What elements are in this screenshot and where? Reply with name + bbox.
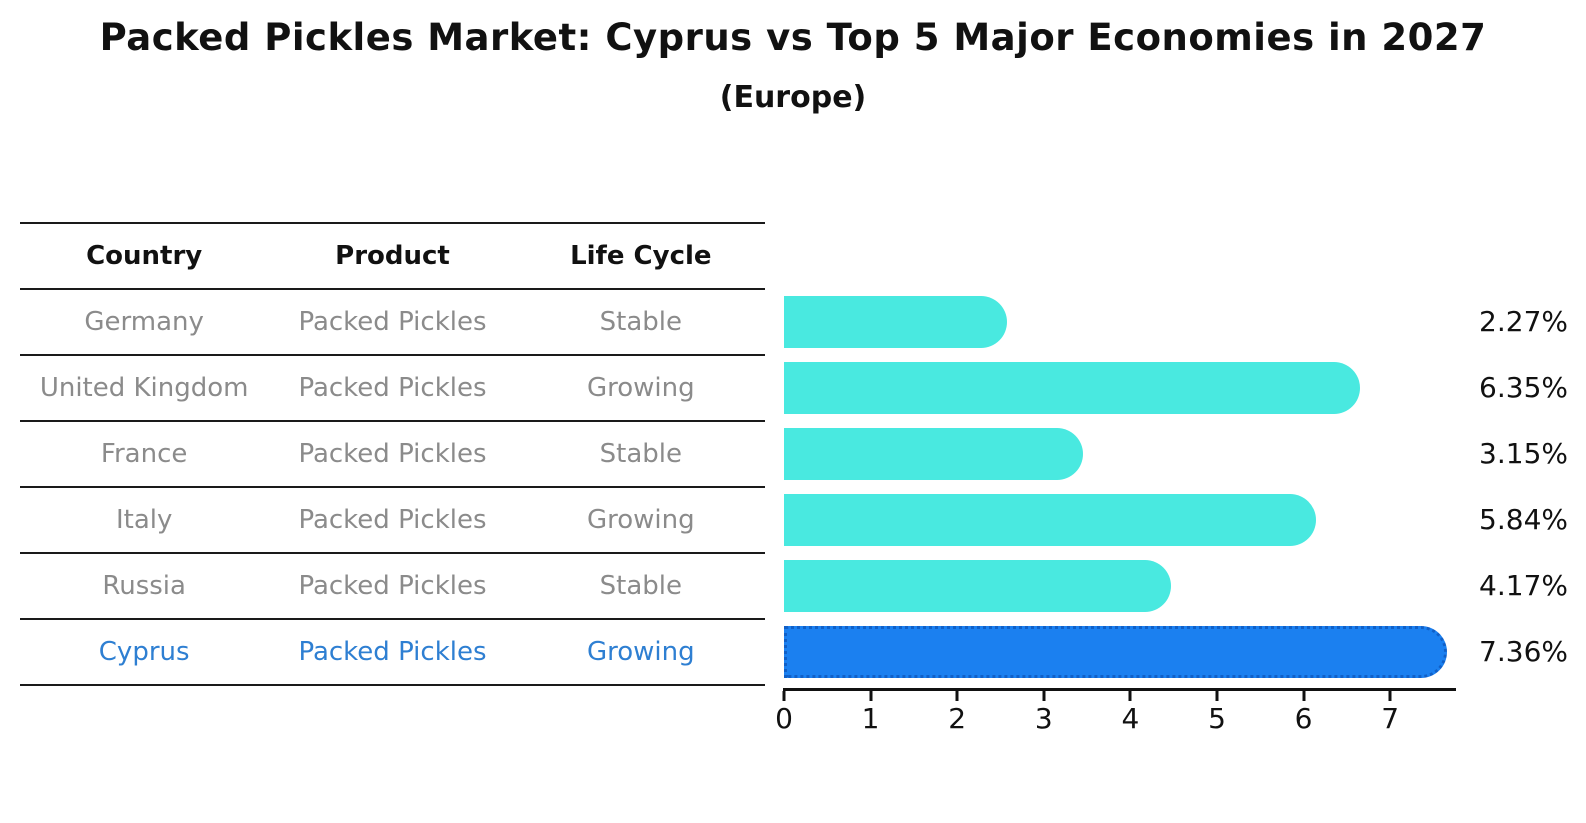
cell-product: Packed Pickles: [298, 505, 487, 535]
table-row-cyprus: Cyprus Packed Pickles Growing: [20, 620, 765, 686]
cell-product: Packed Pickles: [298, 637, 487, 667]
value-label-russia: 4.17%: [1479, 569, 1568, 602]
x-tick-3: [1042, 691, 1046, 701]
x-tick-5: [1215, 691, 1219, 701]
x-tick-6: [1302, 691, 1306, 701]
bar-italy: [784, 494, 1316, 546]
cell-life-cycle: Stable: [599, 439, 682, 469]
x-tick-7: [1388, 691, 1392, 701]
cell-country: United Kingdom: [39, 373, 249, 403]
x-tick-label-4: 4: [1121, 702, 1140, 735]
header-cell-product: Product: [335, 241, 450, 271]
x-tick-label-2: 2: [948, 702, 967, 735]
value-label-united-kingdom: 6.35%: [1479, 371, 1568, 404]
cell-country: France: [100, 439, 188, 469]
table-row-germany: Germany Packed Pickles Stable: [20, 290, 765, 356]
cell-product: Packed Pickles: [298, 571, 487, 601]
x-tick-label-7: 7: [1381, 702, 1400, 735]
cell-product: Packed Pickles: [298, 439, 487, 469]
bar-russia: [784, 560, 1171, 612]
x-tick-1: [869, 691, 873, 701]
cell-country: Russia: [102, 571, 186, 601]
x-tick-label-3: 3: [1034, 702, 1053, 735]
table-row-france: France Packed Pickles Stable: [20, 422, 765, 488]
cell-country: Italy: [115, 505, 173, 535]
cell-country: Cyprus: [98, 637, 190, 667]
cell-life-cycle: Growing: [586, 505, 695, 535]
x-axis: [783, 688, 1456, 691]
cell-product: Packed Pickles: [298, 307, 487, 337]
bar-germany: [784, 296, 1007, 348]
cell-product: Packed Pickles: [298, 373, 487, 403]
page-subtitle: (Europe): [719, 80, 867, 115]
cell-life-cycle: Stable: [599, 307, 682, 337]
x-tick-label-6: 6: [1294, 702, 1313, 735]
header-cell-country: Country: [86, 241, 203, 271]
x-tick-label-0: 0: [775, 702, 793, 735]
cell-life-cycle: Stable: [599, 571, 682, 601]
value-label-cyprus: 7.36%: [1479, 635, 1568, 668]
table-header-row: Country Product Life Cycle: [20, 224, 765, 290]
header-cell-life-cycle: Life Cycle: [570, 241, 712, 271]
bar-france: [784, 428, 1083, 480]
cell-country: Germany: [84, 307, 204, 337]
x-tick-label-1: 1: [861, 702, 880, 735]
x-tick-4: [1128, 691, 1132, 701]
bar-cyprus: [784, 626, 1447, 678]
value-label-france: 3.15%: [1479, 437, 1568, 470]
value-label-italy: 5.84%: [1479, 503, 1568, 536]
value-label-germany: 2.27%: [1479, 305, 1568, 338]
x-tick-label-5: 5: [1208, 702, 1226, 735]
page-title: Packed Pickles Market: Cyprus vs Top 5 M…: [99, 16, 1487, 59]
table-row-russia: Russia Packed Pickles Stable: [20, 554, 765, 620]
x-tick-2: [955, 691, 959, 701]
cell-life-cycle: Growing: [586, 373, 695, 403]
table-row-italy: Italy Packed Pickles Growing: [20, 488, 765, 554]
table-row-united-kingdom: United Kingdom Packed Pickles Growing: [20, 356, 765, 422]
cell-life-cycle: Growing: [586, 637, 695, 667]
bar-united-kingdom: [784, 362, 1360, 414]
data-table: Country Product Life Cycle Germany Packe…: [20, 222, 765, 686]
x-tick-0: [782, 691, 786, 701]
